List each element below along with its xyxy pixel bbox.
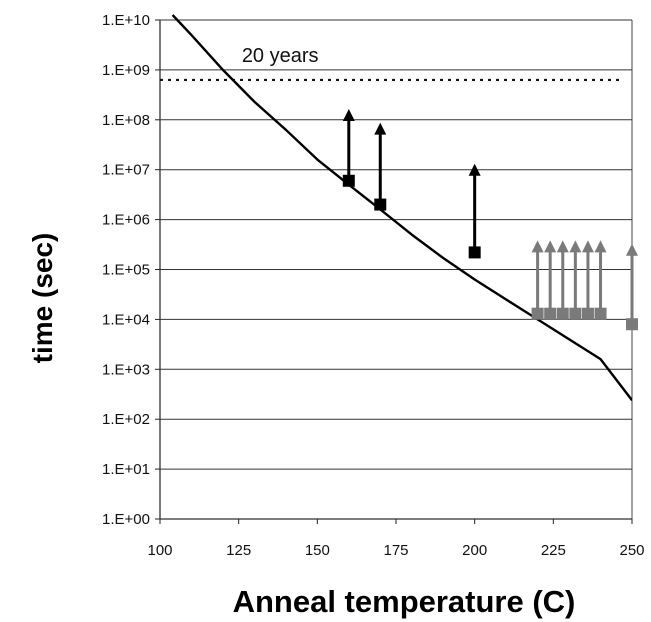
data-point-marker bbox=[468, 246, 481, 259]
data-point-arrow bbox=[581, 240, 594, 320]
arrow-head bbox=[544, 240, 557, 253]
y-tick-label: 1.E+05 bbox=[102, 262, 150, 279]
arrow-head bbox=[556, 240, 569, 253]
x-tick-label: 125 bbox=[226, 542, 251, 559]
data-point-arrow bbox=[626, 243, 638, 331]
data-point-arrow bbox=[531, 240, 544, 320]
threshold-curve-group bbox=[171, 14, 632, 401]
x-tick-label: 175 bbox=[383, 542, 408, 559]
arrow-head bbox=[374, 122, 387, 135]
y-tick-labels: 1.E+00 1.E+01 1.E+02 1.E+03 1.E+04 1.E+05 1.E+… bbox=[102, 12, 150, 528]
y-tick-label: 1.E+08 bbox=[102, 112, 150, 129]
arrow-head bbox=[569, 240, 582, 253]
y-tick-label: 1.E+02 bbox=[102, 411, 150, 428]
arrow-head bbox=[581, 240, 594, 253]
x-tick-label: 150 bbox=[305, 542, 330, 559]
data-point-arrow bbox=[468, 163, 481, 259]
data-point-marker bbox=[342, 174, 355, 187]
data-point-arrow bbox=[342, 109, 355, 187]
reference-line-group: 20 years bbox=[160, 45, 624, 82]
data-point-marker bbox=[556, 307, 569, 320]
data-point-arrow bbox=[544, 240, 557, 320]
y-tick-label: 1.E+03 bbox=[102, 361, 150, 378]
arrow-head bbox=[468, 163, 481, 176]
x-tick-labels: 100 125 150 175 200 225 250 bbox=[147, 519, 645, 559]
data-point-marker bbox=[374, 198, 387, 211]
reference-line-label: 20 years bbox=[242, 45, 319, 67]
data-point-marker bbox=[594, 307, 607, 320]
y-tick-label: 1.E+00 bbox=[102, 511, 150, 528]
data-point-arrow bbox=[594, 240, 607, 320]
y-tick-label: 1.E+06 bbox=[102, 212, 150, 229]
y-tick-label: 1.E+04 bbox=[102, 311, 150, 328]
arrow-head bbox=[594, 240, 607, 253]
data-point-marker bbox=[544, 307, 557, 320]
data-point-marker bbox=[531, 307, 544, 320]
arrow-head bbox=[531, 240, 544, 253]
y-tick-label: 1.E+01 bbox=[102, 461, 150, 478]
data-point-marker bbox=[581, 307, 594, 320]
y-tick-label: 1.E+09 bbox=[102, 62, 150, 79]
y-tick-label: 1.E+10 bbox=[102, 12, 150, 29]
x-tick-label: 250 bbox=[619, 542, 644, 559]
y-axis-title: time (sec) bbox=[27, 233, 58, 364]
x-tick-label: 100 bbox=[147, 542, 172, 559]
data-point-arrow bbox=[569, 240, 582, 320]
data-points-group bbox=[342, 109, 638, 331]
data-point-marker bbox=[569, 307, 582, 320]
y-tick-label: 1.E+07 bbox=[102, 162, 150, 179]
data-point-marker bbox=[626, 318, 638, 331]
x-tick-label: 225 bbox=[541, 542, 566, 559]
data-point-arrow bbox=[556, 240, 569, 320]
gridlines bbox=[155, 19, 632, 520]
arrow-head bbox=[626, 243, 638, 256]
x-axis-title: Anneal temperature (C) bbox=[233, 584, 576, 619]
arrow-head bbox=[342, 109, 355, 122]
x-tick-label: 200 bbox=[462, 542, 487, 559]
threshold-curve bbox=[171, 14, 632, 401]
data-point-arrow bbox=[374, 122, 387, 211]
